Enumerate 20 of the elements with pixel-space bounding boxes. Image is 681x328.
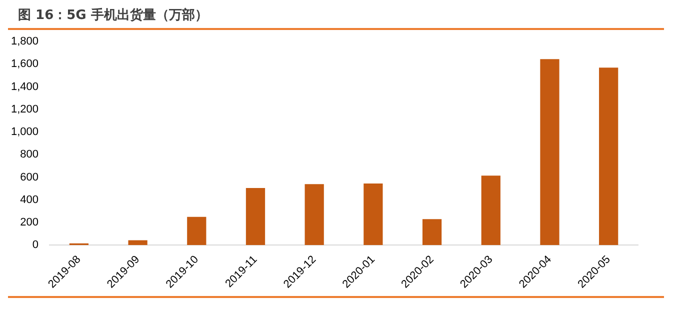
y-tick-label: 1,200 [10,103,39,116]
bar [364,184,383,246]
y-tick-label: 1,400 [10,80,39,93]
y-tick-label: 400 [20,194,39,206]
bar [422,219,442,246]
bar [246,188,266,246]
bar [540,59,560,246]
y-tick-label: 1,000 [10,126,39,138]
y-tick-label: 800 [20,148,39,161]
y-tick-label: 1,600 [10,58,39,70]
y-tick-label: 0 [32,239,39,252]
bar [304,184,324,246]
bar [128,240,148,246]
chart-title: 图 16：5G 手机出货量（万部） [18,6,208,24]
y-tick-label: 600 [20,171,39,184]
y-tick-label: 200 [20,216,39,229]
bar [599,68,618,246]
bar [187,216,206,246]
y-tick-label: 1,800 [10,36,39,48]
bar [481,176,500,246]
